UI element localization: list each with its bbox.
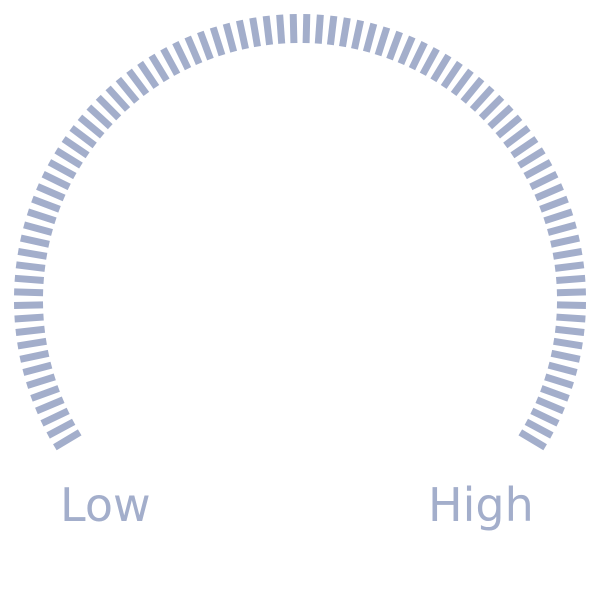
dial-tick <box>518 429 547 451</box>
dial-tick <box>47 159 77 180</box>
dial-tick <box>126 68 150 97</box>
dial-tick <box>209 26 226 57</box>
dial-tick <box>17 337 47 350</box>
dial-tick <box>26 208 57 225</box>
dial-tick <box>61 136 90 159</box>
dial-tick <box>351 19 365 50</box>
dial-tick <box>530 407 560 427</box>
dial-tick <box>222 22 238 53</box>
dial-tick <box>534 183 564 202</box>
dial-tick <box>276 14 286 44</box>
dial-tick <box>262 15 274 46</box>
dial-tick <box>517 147 546 169</box>
dial-tick <box>550 349 581 363</box>
dial-tick <box>35 396 65 415</box>
dial-tick <box>40 407 70 427</box>
dial-tick <box>36 183 66 202</box>
dial-tick <box>495 114 523 139</box>
dial-tick <box>339 17 351 48</box>
dial-tick <box>523 159 553 180</box>
dial-tick <box>26 373 56 389</box>
dial-tick <box>460 76 485 104</box>
dial-tick <box>540 385 570 402</box>
dial-tick <box>544 373 574 389</box>
dial-tick <box>105 85 131 112</box>
dial-tick <box>478 94 505 121</box>
dial-tick <box>14 274 45 285</box>
dial-tick <box>31 195 61 213</box>
dial-tick <box>137 60 160 89</box>
dial-tick <box>15 325 46 336</box>
dial-tick <box>148 53 170 83</box>
dial-tick <box>374 26 391 57</box>
dial-tick <box>556 288 586 297</box>
dial-tick <box>302 13 311 44</box>
dial-tick <box>184 35 203 66</box>
dial-tick <box>386 30 403 61</box>
dial-tick <box>556 313 586 323</box>
dial-max-label: High <box>428 478 534 532</box>
dial-tick <box>552 247 583 260</box>
dial-tick <box>503 125 531 149</box>
dial-tick <box>554 325 585 336</box>
dial-tick <box>524 418 554 439</box>
dial-tick <box>450 68 474 97</box>
dial-tick <box>14 313 44 323</box>
dial-tick <box>556 301 587 309</box>
dial-tick <box>172 41 192 71</box>
dial-tick <box>15 261 46 272</box>
dial-tick <box>249 17 261 48</box>
dial-tick <box>539 195 569 213</box>
dial-tick <box>326 15 338 46</box>
dial-tick <box>22 361 53 376</box>
dial-tick <box>547 221 577 236</box>
dial-tick <box>553 337 583 350</box>
dial-tick <box>23 221 53 236</box>
dial-tick <box>235 19 249 50</box>
dial-tick <box>115 76 140 104</box>
dial-tick <box>554 261 585 272</box>
dial-tick <box>529 171 559 191</box>
dial-tick <box>289 13 298 44</box>
dial-tick <box>362 22 378 53</box>
dial-tick <box>555 274 586 285</box>
dial-tick <box>54 147 83 169</box>
dial-tick <box>77 114 105 139</box>
dial-tick <box>487 104 514 130</box>
dial-tick <box>547 361 578 376</box>
dial-tick <box>17 247 48 260</box>
dial-tick <box>160 47 181 76</box>
dial-tick <box>440 60 463 89</box>
dial-tick <box>397 35 416 66</box>
dial-tick <box>430 53 452 83</box>
dial-tick <box>314 14 324 44</box>
dial-tick <box>46 418 76 439</box>
dial-tick <box>543 208 574 225</box>
dial-tick <box>419 47 440 76</box>
dial-tick <box>19 349 50 363</box>
dial-min-label: Low <box>60 478 151 532</box>
dial-tick <box>41 171 71 191</box>
dial-tick <box>20 234 50 248</box>
dial-tick <box>13 301 44 309</box>
dial-tick <box>510 136 539 159</box>
dial-tick <box>408 41 428 71</box>
dial-tick <box>14 288 44 297</box>
dial-tick <box>550 234 580 248</box>
dial-tick <box>469 85 495 112</box>
dial-tick <box>69 125 97 149</box>
dial-tick <box>30 385 60 402</box>
dial-tick <box>86 104 113 130</box>
dial-tick <box>197 30 214 61</box>
dial-tick <box>95 94 122 121</box>
dial-tick <box>53 429 82 451</box>
dial-tick <box>535 396 565 415</box>
